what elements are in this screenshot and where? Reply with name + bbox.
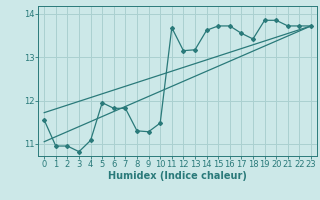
X-axis label: Humidex (Indice chaleur): Humidex (Indice chaleur) bbox=[108, 171, 247, 181]
